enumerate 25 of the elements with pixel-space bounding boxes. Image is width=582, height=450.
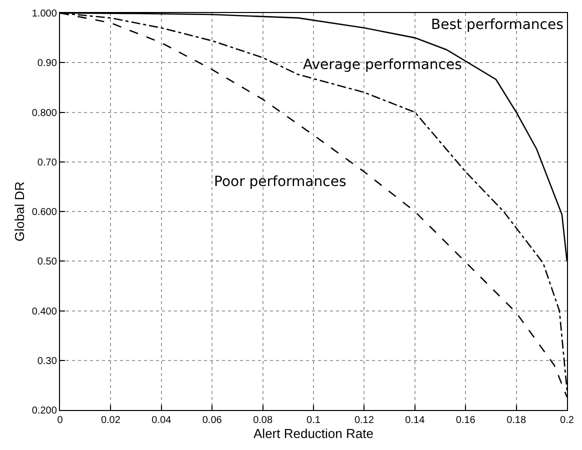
x-tick-label: 0 [57, 415, 64, 426]
x-axis-title: Alert Reduction Rate [254, 426, 374, 442]
annotation: Average performances [303, 57, 462, 73]
x-tick-label: 0.16 [456, 415, 476, 426]
y-tick-label: 0.800 [32, 108, 58, 119]
y-tick-label: 0.90 [37, 58, 58, 70]
annotation: Poor performances [214, 174, 346, 190]
x-tick-label: 0.18 [506, 415, 526, 426]
y-tick-label: 0.600 [32, 207, 58, 218]
annotation: Best performances [431, 17, 564, 33]
x-tick-label: 0.2 [560, 415, 574, 426]
x-tick-label: 0.14 [405, 415, 426, 426]
y-tick-label: 0.50 [37, 256, 58, 268]
y-tick-label: 1.000 [32, 8, 58, 20]
x-tick-label: 0.04 [152, 415, 172, 426]
y-tick-label: 0.200 [32, 406, 58, 416]
y-tick-label: 0.400 [32, 306, 58, 318]
y-axis-title: Global DR [12, 182, 27, 242]
x-tick-label: 0.08 [253, 415, 273, 426]
x-tick-label: 0.06 [202, 415, 222, 426]
y-tick-label: 0.70 [37, 157, 58, 168]
x-tick-label: 0.12 [354, 415, 374, 426]
y-tick-label: 0.30 [37, 356, 58, 367]
x-tick-label: 0.02 [100, 415, 121, 426]
x-tick-label: 0.1 [306, 415, 321, 426]
